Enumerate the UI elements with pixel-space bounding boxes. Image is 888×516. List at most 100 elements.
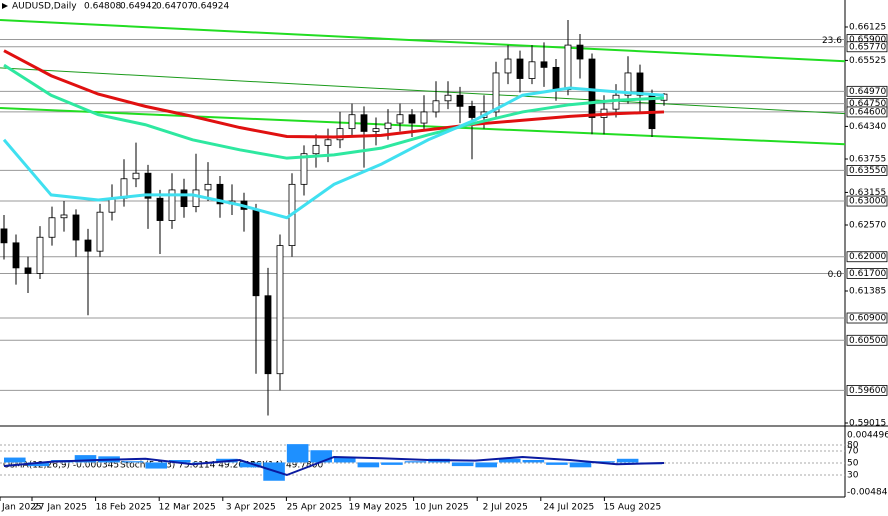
level-label-box — [846, 195, 888, 207]
price-tick-label: 0.63550 — [849, 166, 886, 176]
fib-label: 0.0 — [828, 270, 843, 280]
price-tick-label: 0.64750 — [849, 99, 886, 109]
candle-body — [0, 228, 8, 244]
price-tick-label: 0.59015 — [849, 419, 886, 429]
candle-body — [120, 178, 128, 199]
candle-body — [444, 94, 452, 102]
price-tick-label: 0.64970 — [849, 87, 886, 97]
price-tick-label: 0.63000 — [849, 197, 886, 207]
date-label: 3 Apr 2025 — [226, 503, 276, 513]
osma-bar — [286, 444, 309, 463]
price-tick-label: 0.62570 — [849, 221, 886, 231]
price-tick-label: 0.64340 — [849, 122, 886, 132]
osma-bar — [404, 461, 427, 463]
rsi-tick-label: 50 — [847, 459, 859, 469]
ohlc-low: 0.64707 — [156, 2, 193, 12]
candle-body — [552, 66, 560, 91]
candle-body — [192, 189, 200, 208]
osma-bar — [357, 462, 380, 468]
price-tick-label: 0.59600 — [849, 386, 886, 396]
date-label: 18 Feb 2025 — [96, 503, 152, 513]
osma-bar — [334, 457, 356, 463]
trend-line — [0, 67, 846, 115]
price-tick-label: 0.60900 — [849, 314, 886, 324]
osma-bar — [522, 460, 545, 463]
candle-body — [516, 58, 524, 79]
candle-body — [360, 114, 368, 132]
level-label-box — [846, 334, 888, 346]
date-label: 12 Mar 2025 — [159, 503, 216, 513]
date-label: 10 Jun 2025 — [415, 503, 469, 513]
moving-average — [2, 86, 665, 220]
osma-bar — [239, 462, 262, 468]
candle-body — [612, 94, 620, 110]
candle-body — [108, 197, 116, 213]
candle-body — [324, 139, 332, 146]
date-label: 24 Jul 2025 — [543, 503, 594, 513]
level-label-box — [846, 106, 888, 118]
symbol-icon — [2, 3, 8, 9]
candle-body — [36, 236, 44, 274]
rsi-tick-label: 70 — [847, 447, 859, 457]
candle-body — [252, 209, 260, 297]
price-tick-label: 0.66125 — [849, 23, 886, 33]
rsi-tick-label: 30 — [847, 471, 859, 481]
price-tick-label: 0.64600 — [849, 107, 886, 117]
date-label: 15 Aug 2025 — [604, 503, 662, 513]
date-label: 25 Apr 2025 — [287, 503, 343, 513]
candle-body — [564, 44, 572, 91]
indicator-tick-label: -0.004843 — [847, 488, 888, 498]
ohlc-high: 0.64942 — [120, 2, 157, 12]
candle-body — [48, 217, 56, 238]
trend-line — [0, 107, 846, 146]
osma-bar — [593, 461, 615, 463]
candle-body — [336, 128, 344, 141]
date-label: 19 May 2025 — [349, 503, 408, 513]
osma-bar — [546, 462, 568, 465]
level-label-box — [846, 385, 888, 396]
ohlc-open: 0.64808 — [84, 2, 121, 12]
candle-body — [12, 242, 20, 269]
price-tick-label: 0.63155 — [849, 188, 886, 198]
rsi-label: RSI(14) 49.7800 — [250, 461, 323, 471]
candle-body — [432, 100, 440, 113]
level-label-box — [846, 165, 888, 176]
level-label-box — [846, 268, 888, 279]
candle-body — [456, 94, 464, 107]
candle-body — [264, 295, 272, 375]
price-tick-label: 0.63755 — [849, 155, 886, 165]
osma-bar — [74, 455, 97, 463]
moving-average — [3, 63, 665, 160]
candle-body — [180, 189, 188, 208]
candle-body — [624, 72, 632, 96]
osma-bar — [310, 450, 332, 463]
candle-body — [24, 267, 32, 274]
candle-body — [216, 183, 224, 205]
price-tick-label: 0.60500 — [849, 336, 886, 346]
trend-line — [0, 19, 846, 63]
osma-bar — [145, 462, 167, 469]
level-label-box — [846, 251, 888, 263]
candle-body — [312, 144, 320, 155]
candle-body — [60, 214, 68, 219]
candle-body — [492, 72, 500, 113]
candle-body — [348, 114, 356, 130]
candle-body — [276, 245, 284, 375]
price-tick-label: 0.65770 — [849, 42, 886, 52]
osma-label: OsMA(12,26,9) -0.000345 — [3, 461, 119, 471]
level-label-box — [846, 41, 888, 53]
candle-body — [396, 114, 404, 124]
moving-average — [3, 49, 665, 139]
candle-body — [144, 172, 152, 199]
osma-bar — [499, 458, 521, 463]
osma-bar — [4, 457, 26, 463]
candle-body — [204, 183, 212, 191]
candle-body — [540, 61, 548, 68]
chart-title: AUDUSD,Daily — [12, 2, 77, 12]
price-tick-label: 0.61700 — [849, 269, 886, 279]
price-tick-label: 0.65525 — [849, 56, 886, 66]
candle-body — [132, 172, 140, 180]
candle-body — [96, 211, 104, 252]
candle-body — [156, 197, 164, 221]
candle-body — [72, 214, 80, 241]
